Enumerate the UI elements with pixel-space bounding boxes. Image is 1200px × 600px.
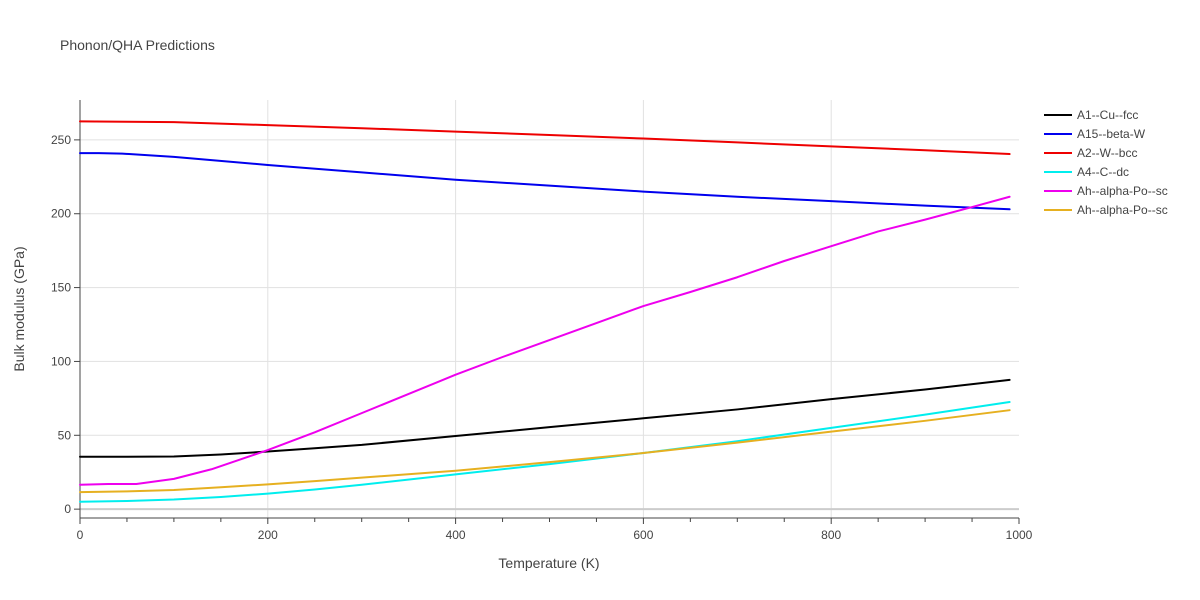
x-tick-label: 800 xyxy=(821,528,841,542)
y-axis-title: Bulk modulus (GPa) xyxy=(11,246,27,371)
x-tick-label: 0 xyxy=(77,528,84,542)
x-tick-label: 400 xyxy=(446,528,466,542)
legend-item-5[interactable]: Ah--alpha-Po--sc xyxy=(1044,184,1168,198)
series-line-5 xyxy=(79,195,1011,486)
y-tick-label: 150 xyxy=(51,281,71,295)
legend-label: Ah--alpha-Po--sc xyxy=(1077,203,1168,217)
x-tick-label: 1000 xyxy=(1006,528,1033,542)
series-line-6 xyxy=(79,409,1011,494)
y-tick-label: 250 xyxy=(51,133,71,147)
legend-item-2[interactable]: A15--beta-W xyxy=(1044,127,1146,141)
legend-item-6[interactable]: Ah--alpha-Po--sc xyxy=(1044,203,1168,217)
legend-item-3[interactable]: A2--W--bcc xyxy=(1044,146,1137,160)
y-tick-label: 200 xyxy=(51,207,71,221)
series-line-2 xyxy=(79,152,1011,211)
legend-item-1[interactable]: A1--Cu--fcc xyxy=(1044,108,1138,122)
grid xyxy=(80,100,1019,518)
legend-label: A1--Cu--fcc xyxy=(1077,108,1138,122)
series-line-1 xyxy=(79,378,1011,458)
legend-item-4[interactable]: A4--C--dc xyxy=(1044,165,1129,179)
series-line-4 xyxy=(79,401,1011,503)
series-group xyxy=(79,120,1011,503)
legend[interactable]: A1--Cu--fcc A15--beta-W A2--W--bcc A4--C--d… xyxy=(1044,108,1168,217)
legend-label: A2--W--bcc xyxy=(1077,146,1137,160)
x-tick-label: 600 xyxy=(633,528,653,542)
y-tick-label: 50 xyxy=(58,428,72,442)
legend-label: A4--C--dc xyxy=(1077,165,1129,179)
axes: 0 200 400 600 800 1000 0 50 100 150 200 250 xyxy=(51,100,1033,542)
y-tick-label: 100 xyxy=(51,354,71,368)
legend-label: Ah--alpha-Po--sc xyxy=(1077,184,1168,198)
chart-title: Phonon/QHA Predictions xyxy=(60,37,215,53)
x-axis-title: Temperature (K) xyxy=(498,555,599,571)
y-tick-label: 0 xyxy=(64,502,71,516)
x-tick-label: 200 xyxy=(258,528,278,542)
legend-label: A15--beta-W xyxy=(1077,127,1146,141)
series-line-3 xyxy=(79,120,1011,156)
